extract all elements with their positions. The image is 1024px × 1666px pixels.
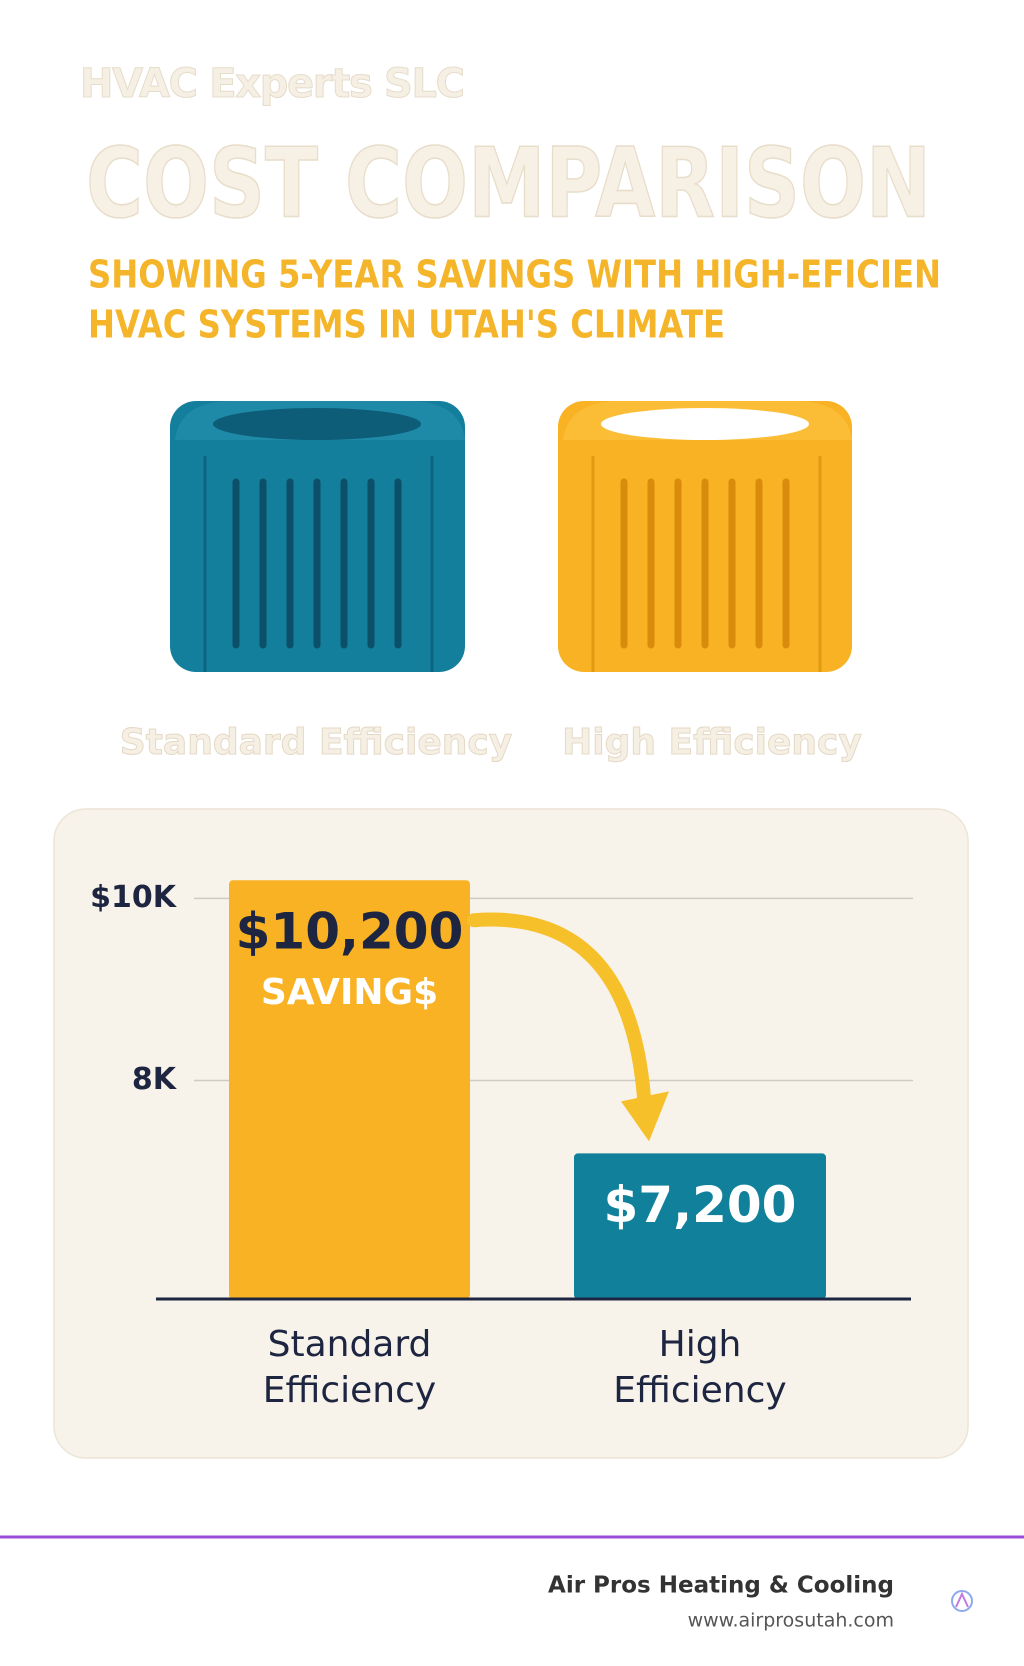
- y-tick-label: 8K: [132, 1062, 178, 1097]
- subtitle-line: HVAC SYSTEMS IN UTAH'S CLIMATE: [88, 303, 725, 347]
- standard-unit-icon: [170, 401, 465, 672]
- brand: HVAC Experts SLC: [80, 61, 465, 107]
- savings-arrowhead: [621, 1091, 669, 1142]
- bar: [229, 880, 470, 1299]
- value-label: $10,200: [236, 903, 464, 961]
- annotation: SAVING$: [261, 972, 438, 1013]
- logo: [951, 1590, 973, 1612]
- x-tick-label: Standard Efficiency: [262, 1324, 437, 1411]
- unit-label: High Efficiency: [562, 722, 862, 763]
- y-tick-label: $10K: [90, 880, 178, 915]
- main-title: COST COMPARISON: [86, 127, 931, 239]
- website: www.airprosutah.com: [688, 1610, 894, 1632]
- savings-arrow: [467, 912, 652, 1121]
- chart-panel: [53, 808, 969, 1459]
- bar: [574, 1153, 826, 1299]
- value-label: $7,200: [604, 1176, 797, 1234]
- unit-label: Standard Efficiency: [120, 722, 512, 763]
- high-unit-icon: [558, 401, 852, 672]
- subtitle-line: SHOWING 5-YEAR SAVINGS WITH HIGH-EFICIEN: [88, 253, 941, 297]
- company-name: Air Pros Heating & Cooling: [548, 1573, 894, 1599]
- plot: 8K $10K $10,200 SAVING$ $7,200: [90, 880, 913, 1301]
- x-tick-label: High Efficiency: [613, 1324, 787, 1411]
